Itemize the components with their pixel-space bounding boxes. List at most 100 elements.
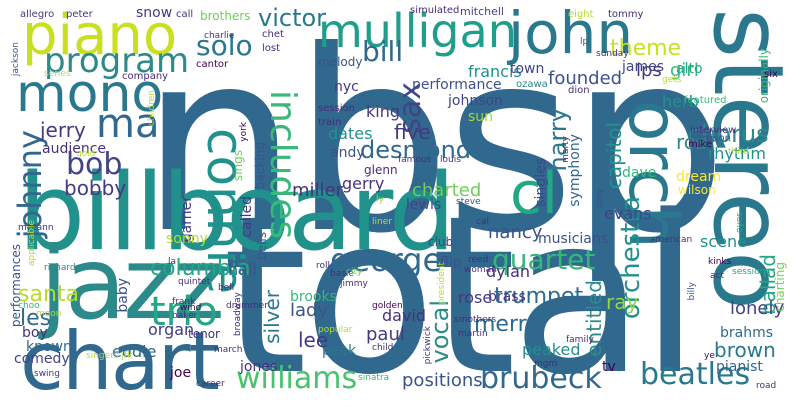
cloud-word: city	[346, 267, 363, 277]
cloud-word: eyes	[735, 212, 745, 234]
cloud-word: entitled	[582, 280, 606, 357]
cloud-word: mike	[688, 139, 713, 150]
cloud-word: gerry	[342, 174, 385, 193]
cloud-word: billy	[687, 282, 697, 301]
cloud-word: president	[437, 262, 447, 305]
cloud-word: boy	[22, 325, 48, 341]
cloud-word: bell	[218, 283, 235, 293]
cloud-word: mono	[16, 64, 164, 124]
cloud-word: liner	[372, 217, 392, 227]
cloud-word: program	[44, 41, 190, 81]
cloud-word: eight	[568, 9, 594, 20]
cloud-word: chorus	[688, 120, 769, 148]
cloud-word: victor	[258, 4, 327, 32]
cloud-word: brass	[488, 289, 526, 305]
cloud-word: george	[330, 241, 443, 279]
cloud-word: roll	[316, 261, 331, 271]
cloud-word: chart	[20, 315, 220, 407]
cloud-word: popular	[318, 325, 353, 335]
cloud-word: kinks	[708, 257, 732, 267]
cloud-word: chet	[262, 29, 284, 40]
cloud-word: mccann	[18, 223, 54, 233]
cloud-word: bells	[255, 232, 269, 260]
cloud-word: connie	[196, 128, 254, 295]
cloud-word: york	[239, 122, 249, 142]
cloud-word: david	[382, 306, 427, 325]
cloud-word: lewis	[406, 197, 442, 213]
cloud-word: call	[176, 9, 194, 20]
cloud-word: santa	[18, 282, 79, 307]
cloud-word: quartet	[492, 243, 596, 276]
cloud-word: ozawa	[516, 79, 548, 90]
cloud-word: james	[622, 59, 665, 75]
cloud-word: rose	[458, 288, 493, 307]
cloud-word: steve	[456, 197, 481, 207]
cloud-word: reed	[468, 255, 489, 265]
cloud-word: king	[366, 102, 401, 121]
cloud-word: lee	[298, 328, 329, 352]
cloud-word: club	[428, 235, 454, 249]
cloud-word: miller	[292, 180, 344, 201]
cloud-word: act	[710, 271, 724, 281]
cloud-word: founded	[548, 68, 623, 89]
cloud-word: brooks	[290, 289, 337, 305]
cloud-word: sun	[468, 109, 494, 125]
cloud-word: peak	[322, 343, 357, 359]
cloud-word: tony	[595, 188, 605, 209]
cloud-word: sonny	[166, 231, 208, 247]
cloud-word: lost	[262, 43, 281, 54]
cloud-word: famous	[398, 155, 432, 165]
cloud-word: trio	[150, 289, 218, 335]
cloud-word: dates	[328, 124, 373, 143]
cloud-word: jackson	[11, 42, 21, 77]
cloud-word: sings	[231, 150, 245, 182]
cloud-word: peter	[66, 9, 93, 20]
cloud-word: lp	[580, 37, 589, 47]
cloud-word: bobby	[64, 176, 127, 200]
cloud-word: gets	[662, 75, 682, 85]
cloud-word: audience	[42, 141, 107, 157]
cloud-word: called	[239, 196, 255, 238]
cloud-word: basie	[330, 269, 354, 279]
cloud-word: trumpet	[494, 284, 584, 309]
cloud-word: jimmy	[340, 279, 368, 289]
cloud-word: third	[728, 147, 749, 157]
cloud-word: mgm	[534, 359, 558, 369]
cloud-word: comedy	[14, 351, 70, 367]
cloud-word: sessions	[732, 267, 771, 277]
cloud-word: tenor	[188, 327, 220, 341]
cloud-word: jazz	[40, 225, 225, 342]
cloud-word: choo	[18, 301, 40, 311]
cloud-word: backing	[253, 142, 267, 190]
cloud-word: andy	[330, 145, 365, 161]
cloud-word: piano	[22, 3, 178, 68]
cloud-word: jones	[240, 359, 278, 375]
cloud-word: flip	[440, 255, 462, 271]
cloud-word: ray	[606, 290, 639, 314]
cloud-word: baby	[115, 278, 131, 313]
cloud-word: glenn	[364, 163, 398, 177]
cloud-word: richard	[44, 263, 76, 273]
cloud-word: performances	[9, 244, 23, 328]
cloud-word: wilson	[678, 183, 716, 197]
cloud-word: brothers	[200, 9, 251, 23]
cloud-word: joe	[170, 365, 192, 381]
cloud-word: billboard	[18, 151, 456, 274]
cloud-word: performance	[412, 77, 502, 93]
cloud-word: cantor	[196, 59, 229, 70]
cloud-word: organ	[148, 320, 195, 339]
cloud-word: rca	[676, 130, 708, 154]
cloud-word: woman	[464, 265, 497, 275]
cloud-word: golden	[372, 301, 403, 311]
cloud-word: scene	[700, 232, 747, 251]
cloud-word: pickwick	[423, 326, 433, 365]
cloud-word: simulated	[410, 5, 460, 16]
cloud-word: charted	[412, 180, 482, 201]
cloud-word: gold	[76, 149, 96, 159]
cloud-word: mulligan	[318, 4, 517, 58]
cloud-word: tv	[602, 359, 616, 375]
cloud-word: singles	[533, 158, 549, 207]
cloud-word: johnson	[448, 93, 503, 109]
cloud-word: evans	[604, 204, 652, 223]
cloud-word: total	[222, 170, 700, 407]
